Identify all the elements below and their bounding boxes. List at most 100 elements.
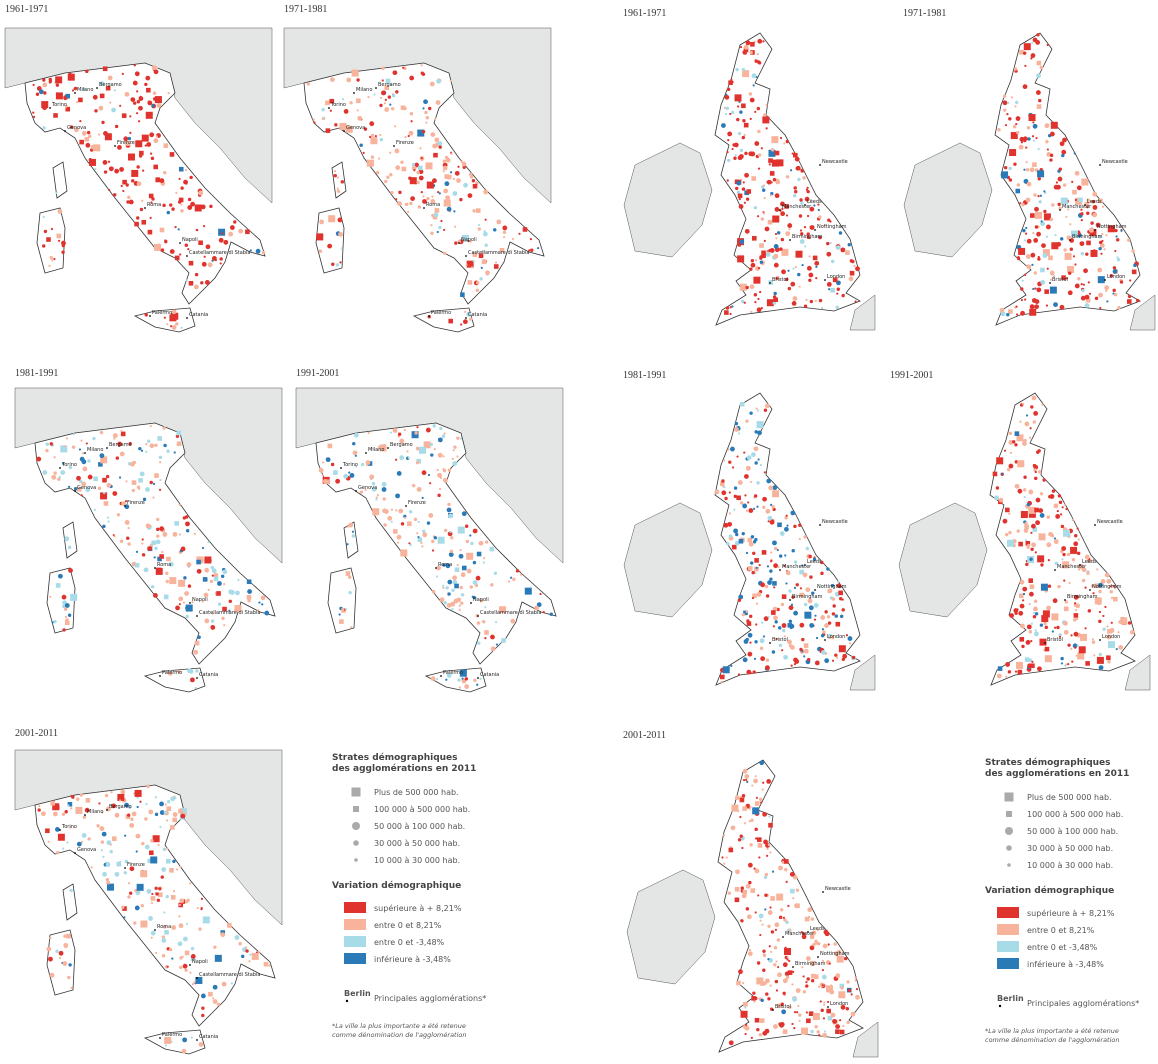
city-symbol [763,239,766,242]
city-symbol [105,878,110,882]
city-point [822,891,824,893]
city-symbol [93,144,101,152]
city-symbol [759,243,764,248]
city-symbol [792,970,795,973]
city-symbol [106,482,112,488]
city-symbol [1029,591,1034,597]
city-symbol [146,888,152,894]
city-symbol [452,191,458,196]
city-symbol [32,83,35,87]
city-symbol [84,807,90,813]
city-symbol [1045,140,1049,144]
city-symbol [457,526,465,534]
city-symbol [759,290,762,294]
city-symbol [1008,512,1011,515]
city-symbol [1024,298,1027,301]
map-panel: MilanoBergamoTorinoGenovaFirenzeRomaNapo… [283,27,552,333]
city-symbol [1028,114,1036,122]
city-symbol [153,593,158,598]
city-symbol [57,833,65,841]
city-symbol [87,837,91,841]
city-symbol [228,599,232,604]
city-symbol [802,990,807,994]
city-point [1089,589,1091,591]
city-symbol [102,524,106,529]
city-symbol [831,259,835,264]
city-symbol [799,239,805,244]
city-symbol [469,172,473,177]
city-symbol [469,175,474,179]
city-symbol [180,326,183,329]
city-symbol [471,179,476,183]
city-symbol [997,128,1001,132]
city-symbol [842,653,848,659]
city-symbol [1037,666,1042,672]
city-symbol [1103,248,1106,251]
city-symbol [170,796,176,802]
city-symbol [140,449,144,452]
city-symbol [1008,440,1014,445]
city-symbol [437,536,445,544]
city-symbol [1098,198,1103,204]
city-symbol [743,133,746,137]
city-symbol [1060,662,1064,665]
city-symbol [202,916,210,924]
city-symbol [765,665,770,671]
city-point [435,567,437,569]
city-symbol [1031,395,1037,401]
city-symbol [359,490,364,494]
map-panel: NewcastleManchesterLeedsBirminghamNottin… [623,32,876,331]
city-symbol [805,1011,808,1014]
city-label: Leeds [807,559,822,565]
city-symbol [1112,269,1118,274]
city-symbol [806,1018,811,1024]
city-symbol [836,287,840,291]
city-symbol [1035,520,1041,526]
city-symbol [744,474,749,479]
city-symbol [737,243,741,247]
city-symbol [744,1032,747,1036]
city-symbol [160,248,165,252]
city-symbol [496,219,502,225]
city-symbol [789,169,793,172]
city-symbol [1106,655,1111,661]
city-symbol [802,572,808,578]
city-symbol [443,432,446,435]
city-symbol [1053,539,1059,545]
neighbor-land [903,142,993,258]
city-symbol [812,255,818,261]
city-symbol [1059,141,1065,147]
city-symbol [768,815,771,818]
city-symbol [742,503,748,509]
city-symbol [245,229,250,235]
city-symbol [741,135,746,140]
city-symbol [791,1022,794,1026]
city-symbol [140,904,145,908]
city-symbol [1016,256,1021,261]
city-symbol [1034,225,1039,229]
city-symbol [113,89,116,92]
city-point [340,467,342,469]
city-symbol [1029,557,1033,561]
city-symbol [829,241,832,245]
city-symbol [1042,249,1050,257]
city-symbol [725,856,728,859]
city-symbol [1017,460,1025,468]
city-symbol [724,496,728,501]
city-symbol [475,208,481,213]
city-symbol [809,299,814,304]
city-symbol [823,1001,826,1004]
city-symbol [470,266,474,269]
city-symbol [1060,237,1064,241]
city-symbol [828,633,832,638]
city-symbol [755,259,758,262]
city-point [789,599,791,601]
city-symbol [201,546,205,550]
city-symbol [1058,633,1062,637]
city-symbol [98,802,101,805]
city-symbol [64,615,68,618]
city-symbol [407,521,412,526]
city-symbol [738,538,744,544]
city-symbol [449,549,454,553]
